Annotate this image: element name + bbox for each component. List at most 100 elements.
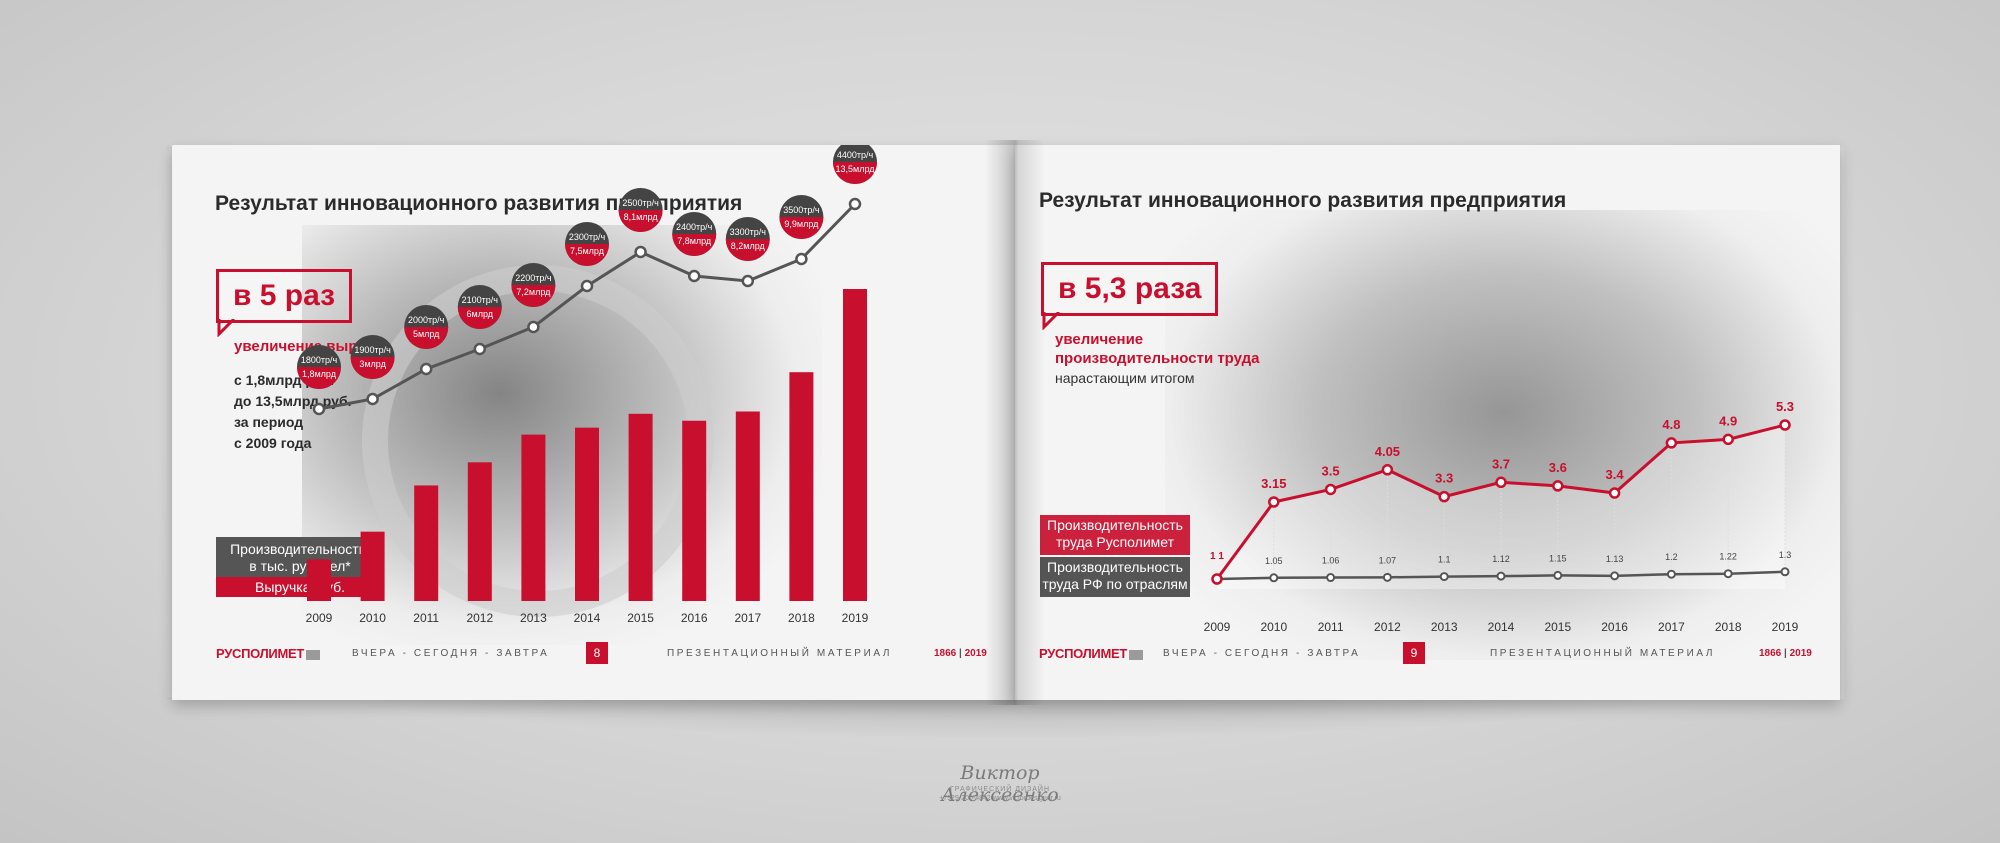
revenue-bar (628, 413, 653, 601)
x-tick-label: 2013 (1431, 620, 1458, 634)
info-line: с 2009 года (234, 435, 312, 451)
revenue-bar (575, 427, 599, 601)
revenue-bar (682, 420, 707, 601)
russia-point (1326, 573, 1336, 583)
productivity-point (366, 392, 379, 406)
designer-contact: +7929-200-4842 www.victordesigner.ru (939, 795, 1061, 802)
productivity-chart: 2009 2010 2011 2012 2013 2014 2015 2016 2017 2018… (1204, 399, 1799, 634)
russia-point (1610, 571, 1620, 581)
x-tick-label: 2015 (1544, 620, 1571, 634)
x-tick-label: 2018 (788, 611, 815, 625)
callout-subtitle: увеличение производительности труда (1055, 330, 1259, 368)
russia-point (1780, 567, 1790, 577)
russia-point (1666, 569, 1676, 579)
revenue-label: 9,9млрд (784, 219, 819, 229)
ruspolimet-point (1381, 464, 1394, 476)
russia-label: 1.1 (1438, 555, 1451, 565)
legend-russia-line2: труда РФ по отраслям (1042, 576, 1188, 592)
productivity-point (687, 269, 701, 283)
productivity-point (634, 245, 647, 259)
footer-logo-text: РУСПОЛИМЕТ (216, 646, 305, 661)
footer-year-start: 1866 (934, 648, 957, 659)
footer-logo-text: РУСПОЛИМЕТ (1039, 646, 1128, 661)
ruspolimet-point (1324, 483, 1337, 496)
revenue-label: 7,8млрд (677, 236, 712, 246)
x-tick-label: 2017 (734, 611, 761, 625)
ruspolimet-label: 4.9 (1719, 413, 1737, 428)
productivity-point (741, 274, 755, 288)
productivity-point (473, 342, 487, 356)
value-badge-bottom (457, 307, 502, 329)
legend-russia: Производительность труда РФ по отраслям (1040, 557, 1190, 597)
footer-years: 1866 | 2019 (1759, 648, 1812, 659)
footer-tagline: ВЧЕРА - СЕГОДНЯ - ЗАВТРА (352, 648, 550, 659)
x-tick-label: 2018 (1715, 620, 1742, 634)
revenue-bar (789, 372, 814, 601)
revenue-label: 7,5млрд (570, 246, 605, 256)
legend-productivity-line1: Производительность, (230, 541, 370, 557)
x-tick-label: 2015 (627, 611, 654, 625)
callout-tail (1042, 312, 1061, 330)
designer-subtitle: ГРАФИЧЕСКИЙ ДИЗАЙН (949, 786, 1050, 793)
footer-logo: РУСПОЛИМЕТ (216, 646, 321, 661)
russia-point (1496, 571, 1506, 581)
x-tick-label: 2014 (574, 611, 601, 625)
russia-label: 1.13 (1606, 554, 1624, 564)
revenue-bar (307, 559, 331, 601)
productivity-label: 2400тр/ч (676, 222, 713, 232)
callout-box: в 5 раз (216, 269, 353, 323)
revenue-label: 5млрд (413, 329, 440, 339)
footer-year-end: 2019 (1789, 648, 1812, 659)
logo-mark-icon (306, 649, 321, 660)
subtitle-dark: нарастающим итогом (1055, 370, 1195, 386)
x-tick-label: 2019 (1772, 620, 1799, 634)
legend-russia-line1: Производительность (1047, 559, 1183, 575)
productivity-point (795, 252, 808, 266)
revenue-bar (843, 289, 867, 601)
russia-label: 1.15 (1549, 553, 1567, 563)
x-tick-label: 2009 (306, 611, 333, 625)
ruspolimet-point (1779, 419, 1791, 431)
russia-label: 1.2 (1665, 552, 1678, 562)
page-number: 8 (586, 642, 608, 664)
ruspolimet-point (1722, 433, 1734, 446)
russia-point (1553, 570, 1563, 580)
revenue-label: 1,8млрд (302, 369, 337, 379)
russia-label: 1.3 (1779, 550, 1792, 560)
footer-years: 1866 | 2019 (934, 648, 987, 659)
productivity-point (580, 279, 594, 293)
x-tick-label: 2009 (1204, 620, 1231, 634)
page-title: Результат инновационного развития предпр… (1039, 189, 1567, 212)
page-title: Результат инновационного развития предпр… (215, 192, 743, 215)
value-badge-bottom (725, 239, 770, 261)
logo-mark-icon (1129, 649, 1144, 660)
ruspolimet-point (1211, 573, 1223, 585)
value-badge-bottom (565, 244, 609, 266)
productivity-point (527, 320, 540, 334)
revenue-label: 8,1млрд (624, 212, 659, 222)
value-badge-bottom (672, 234, 717, 256)
russia-label: 1.12 (1492, 554, 1510, 564)
book-spine (985, 140, 1045, 705)
ruspolimet-area (1217, 425, 1785, 589)
footer-logo: РУСПОЛИМЕТ (1039, 646, 1144, 661)
designer-signature: Виктор Алексеенко (941, 762, 1059, 806)
productivity-label: 2000тр/ч (408, 315, 445, 325)
value-badge-bottom (618, 210, 663, 232)
x-tick-label: 2019 (842, 611, 869, 625)
callout-tail (217, 319, 236, 337)
footer-tagline: ВЧЕРА - СЕГОДНЯ - ЗАВТРА (1163, 648, 1361, 659)
value-badge-bottom (404, 327, 449, 349)
callout-box: в 5,3 раза (1041, 262, 1219, 316)
x-tick-label: 2013 (520, 611, 547, 625)
x-tick-label: 2016 (681, 611, 708, 625)
x-tick-label: 2016 (1601, 620, 1628, 634)
revenue-chart: 2009 2010 2011 2012 2013 2014 2015 2016 2017 2018… (297, 145, 877, 625)
subtitle-line1: увеличение (1055, 331, 1144, 348)
revenue-label: 13,5млрд (835, 164, 875, 174)
ruspolimet-label: 3.3 (1435, 471, 1453, 486)
subtitle-line2: производительности труда (1055, 350, 1260, 367)
ruspolimet-label: 3.4 (1606, 467, 1625, 482)
ruspolimet-label: 4.8 (1662, 417, 1680, 432)
productivity-label: 3300тр/ч (730, 227, 767, 237)
